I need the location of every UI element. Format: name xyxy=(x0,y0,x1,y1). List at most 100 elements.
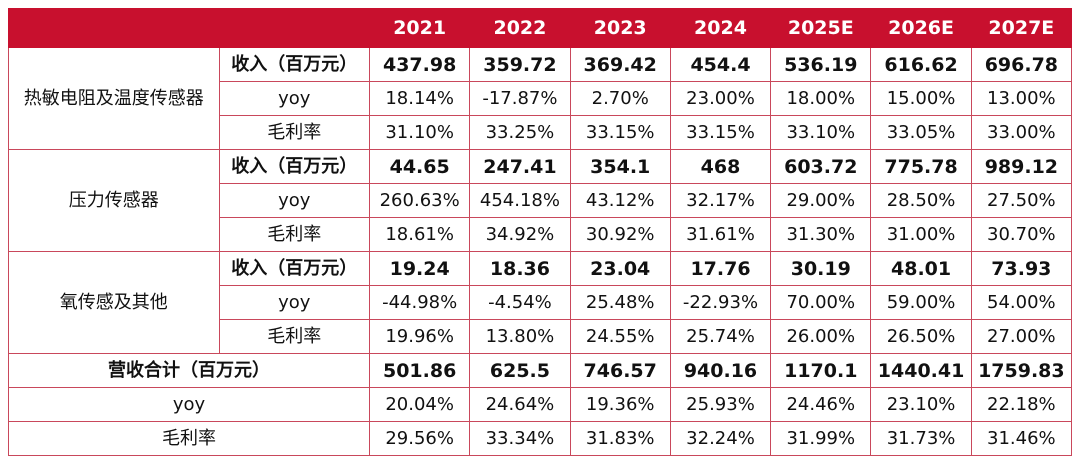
value-cell: 20.04% xyxy=(369,387,471,422)
value-cell: 25.74% xyxy=(669,319,772,354)
value-cell: 625.5 xyxy=(469,353,571,388)
table-row-revenue: 热敏电阻及温度传感器 收入（百万元） 437.98 359.72 369.42 … xyxy=(8,47,1073,150)
value-cell: -4.54% xyxy=(469,285,571,320)
value-cell: 28.50% xyxy=(870,183,972,218)
value-cell: 437.98 xyxy=(369,47,471,82)
year-header: 2021 xyxy=(369,8,471,48)
value-cell: 1440.41 xyxy=(870,353,972,388)
value-cell: 31.46% xyxy=(970,421,1073,456)
value-cell: 31.00% xyxy=(870,217,972,252)
row-label: yoy xyxy=(218,285,371,320)
value-cell: 775.78 xyxy=(870,149,972,184)
value-cell: 18.00% xyxy=(770,81,872,116)
value-cell: 30.70% xyxy=(970,217,1073,252)
value-cell: -22.93% xyxy=(669,285,772,320)
value-cell: 15.00% xyxy=(870,81,972,116)
value-cell: 31.99% xyxy=(770,421,872,456)
row-label: 收入（百万元） xyxy=(218,251,371,286)
value-cell: 989.12 xyxy=(970,149,1073,184)
value-cell: 468 xyxy=(669,149,772,184)
value-cell: 260.63% xyxy=(369,183,471,218)
value-cell: 31.30% xyxy=(770,217,872,252)
value-cell: 32.17% xyxy=(669,183,772,218)
table-row-margin: 毛利率 19.96% 13.80% 24.55% 25.74% 26.00% 2… xyxy=(9,319,1073,354)
value-cell: 247.41 xyxy=(469,149,571,184)
table-row-margin: 毛利率 18.61% 34.92% 30.92% 31.61% 31.30% 3… xyxy=(9,217,1073,252)
row-label: 毛利率 xyxy=(218,319,371,354)
value-cell: 13.80% xyxy=(469,319,571,354)
value-cell: -17.87% xyxy=(469,81,571,116)
year-header: 2027E xyxy=(970,8,1073,48)
value-cell: 30.92% xyxy=(569,217,671,252)
row-label: 毛利率 xyxy=(218,217,371,252)
value-cell: 33.25% xyxy=(469,115,571,150)
total-label: 营收合计（百万元） xyxy=(7,353,371,388)
table-row-revenue: 压力传感器 收入（百万元） 44.65 247.41 354.1 468 603… xyxy=(8,149,1073,252)
table-row-total-margin: 毛利率 29.56% 33.34% 31.83% 32.24% 31.99% 3… xyxy=(7,421,1073,456)
value-cell: 18.14% xyxy=(369,81,471,116)
table-row-yoy: yoy 260.63% 454.18% 43.12% 32.17% 29.00%… xyxy=(9,183,1073,218)
value-cell: 23.00% xyxy=(669,81,772,116)
value-cell: 54.00% xyxy=(970,285,1073,320)
row-label: 毛利率 xyxy=(218,115,371,150)
value-cell: 369.42 xyxy=(569,47,671,82)
value-cell: 19.24 xyxy=(369,251,471,286)
value-cell: 31.73% xyxy=(870,421,972,456)
value-cell: 29.00% xyxy=(770,183,872,218)
value-cell: 34.92% xyxy=(469,217,571,252)
value-cell: 536.19 xyxy=(770,47,872,82)
value-cell: 32.24% xyxy=(669,421,772,456)
value-cell: 501.86 xyxy=(369,353,471,388)
value-cell: 26.00% xyxy=(770,319,872,354)
year-header: 2024 xyxy=(669,8,772,48)
value-cell: 73.93 xyxy=(970,251,1073,286)
value-cell: 2.70% xyxy=(569,81,671,116)
value-cell: 19.96% xyxy=(369,319,471,354)
value-cell: 18.36 xyxy=(469,251,571,286)
segment-name: 氧传感及其他 xyxy=(8,251,220,354)
value-cell: 354.1 xyxy=(569,149,671,184)
value-cell: 31.83% xyxy=(569,421,671,456)
value-cell: 48.01 xyxy=(870,251,972,286)
value-cell: 33.00% xyxy=(970,115,1073,150)
value-cell: 454.4 xyxy=(669,47,772,82)
value-cell: 359.72 xyxy=(469,47,571,82)
value-cell: 696.78 xyxy=(970,47,1073,82)
value-cell: 33.10% xyxy=(770,115,872,150)
table-row-yoy: yoy 18.14% -17.87% 2.70% 23.00% 18.00% 1… xyxy=(9,81,1073,116)
value-cell: 13.00% xyxy=(970,81,1073,116)
value-cell: 616.62 xyxy=(870,47,972,82)
value-cell: 24.46% xyxy=(770,387,872,422)
row-label: 收入（百万元） xyxy=(218,47,371,82)
year-header: 2022 xyxy=(469,8,571,48)
value-cell: 25.48% xyxy=(569,285,671,320)
value-cell: 33.05% xyxy=(870,115,972,150)
value-cell: 33.34% xyxy=(469,421,571,456)
segment-name: 热敏电阻及温度传感器 xyxy=(8,47,220,150)
value-cell: 27.00% xyxy=(970,319,1073,354)
header-row: 2021 2022 2023 2024 2025E 2026E 2027E xyxy=(7,8,1073,48)
value-cell: 26.50% xyxy=(870,319,972,354)
value-cell: 940.16 xyxy=(669,353,772,388)
value-cell: 17.76 xyxy=(669,251,772,286)
value-cell: 23.10% xyxy=(870,387,972,422)
row-label: yoy xyxy=(218,81,371,116)
total-label: yoy xyxy=(7,387,371,422)
value-cell: 59.00% xyxy=(870,285,972,320)
table-row-total-yoy: yoy 20.04% 24.64% 19.36% 25.93% 24.46% 2… xyxy=(7,387,1073,422)
table-row-total-revenue: 营收合计（百万元） 501.86 625.5 746.57 940.16 117… xyxy=(7,353,1073,388)
row-label: 收入（百万元） xyxy=(218,149,371,184)
value-cell: 27.50% xyxy=(970,183,1073,218)
value-cell: 24.55% xyxy=(569,319,671,354)
total-label: 毛利率 xyxy=(7,421,371,456)
segment-name: 压力传感器 xyxy=(8,149,220,252)
value-cell: 454.18% xyxy=(469,183,571,218)
value-cell: 603.72 xyxy=(770,149,872,184)
value-cell: 44.65 xyxy=(369,149,471,184)
value-cell: 1170.1 xyxy=(770,353,872,388)
value-cell: 746.57 xyxy=(569,353,671,388)
year-header: 2023 xyxy=(569,8,671,48)
header-corner-cell xyxy=(7,8,371,48)
value-cell: 22.18% xyxy=(970,387,1073,422)
value-cell: 33.15% xyxy=(669,115,772,150)
